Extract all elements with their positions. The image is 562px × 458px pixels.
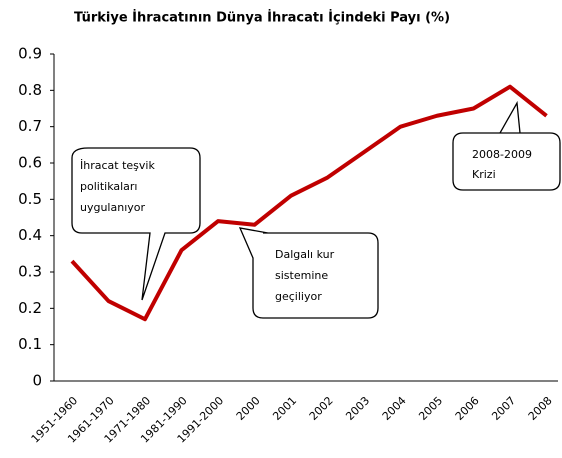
y-tick-label: 0.9	[18, 45, 42, 63]
y-tick-label: 0.5	[18, 190, 42, 208]
annotation: İhracat teşvik	[80, 159, 155, 172]
x-tick-label: 2000	[234, 394, 263, 423]
annotation: Dalgalı kur	[275, 248, 335, 261]
callout	[238, 227, 379, 319]
y-tick-label: 0.7	[18, 117, 42, 135]
x-tick-label: 2002	[307, 394, 336, 423]
annotation: 2008-2009	[472, 148, 532, 161]
y-tick-label: 0.3	[18, 263, 42, 281]
annotation: uygulanıyor	[80, 201, 146, 214]
annotation: politikaları	[80, 180, 138, 193]
annotation: sistemine	[275, 269, 328, 282]
x-tick-label: 2007	[489, 394, 518, 423]
x-tick-label: 2006	[453, 394, 482, 423]
callout	[71, 147, 201, 301]
annotation: Krizi	[472, 168, 496, 181]
y-tick-label: 0.4	[18, 226, 42, 244]
y-tick-label: 0.8	[18, 81, 42, 99]
callout	[452, 100, 561, 191]
y-tick-label: 0.6	[18, 154, 42, 172]
y-tick-label: 0.2	[18, 299, 42, 317]
data-line	[70, 84, 548, 322]
x-tick-label: 2004	[380, 394, 409, 423]
x-tick-label: 2005	[416, 394, 445, 423]
annotation: geçiliyor	[275, 290, 322, 303]
x-tick-label: 2003	[343, 394, 372, 423]
y-tick-label: 0.1	[18, 335, 42, 353]
x-tick-label: 2001	[270, 394, 299, 423]
x-tick-label: 2008	[526, 394, 555, 423]
y-tick-label: 0	[32, 372, 42, 390]
chart-title: Türkiye İhracatının Dünya İhracatı İçind…	[74, 10, 450, 26]
